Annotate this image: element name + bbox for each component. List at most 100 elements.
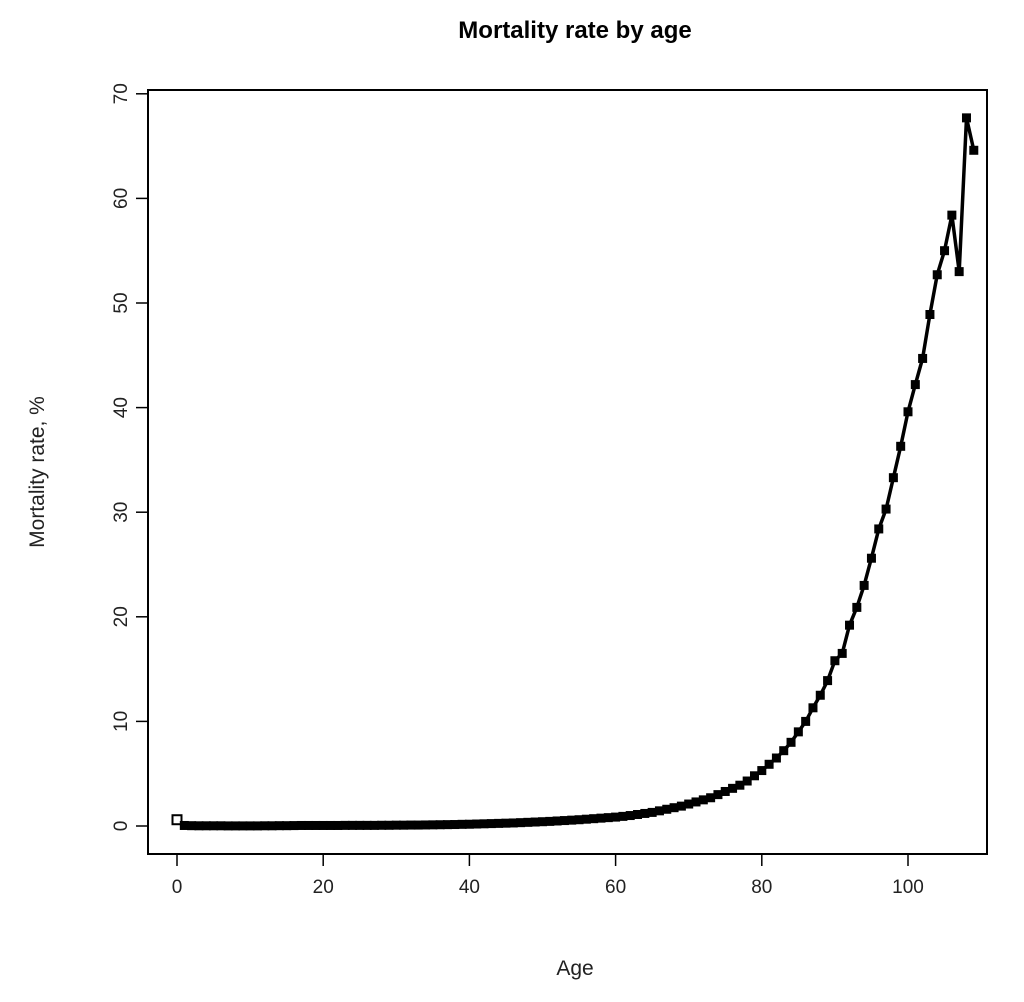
data-point bbox=[209, 821, 219, 831]
data-point bbox=[925, 310, 935, 320]
data-point bbox=[720, 786, 730, 796]
data-point bbox=[326, 820, 336, 830]
data-point bbox=[435, 820, 445, 830]
data-point bbox=[530, 817, 540, 827]
data-point bbox=[311, 820, 321, 830]
data-point bbox=[764, 759, 774, 769]
x-tick-label: 20 bbox=[313, 877, 334, 898]
data-point bbox=[369, 820, 379, 830]
data-point bbox=[852, 602, 862, 612]
data-point bbox=[603, 813, 613, 823]
data-point bbox=[845, 620, 855, 630]
data-point bbox=[596, 813, 606, 823]
data-point bbox=[187, 821, 197, 831]
data-point bbox=[479, 819, 489, 829]
data-point bbox=[333, 820, 343, 830]
data-point bbox=[574, 815, 584, 825]
data-point bbox=[866, 553, 876, 563]
data-point bbox=[377, 820, 387, 830]
data-point bbox=[223, 821, 233, 831]
data-point bbox=[779, 746, 789, 756]
data-point bbox=[406, 820, 416, 830]
data-point bbox=[523, 817, 533, 827]
data-point bbox=[413, 820, 423, 830]
data-point bbox=[282, 821, 292, 831]
data-point bbox=[618, 811, 628, 821]
data-point bbox=[194, 821, 204, 831]
data-point bbox=[691, 797, 701, 807]
data-point bbox=[289, 821, 299, 831]
data-point bbox=[494, 818, 504, 828]
data-point bbox=[457, 819, 467, 829]
data-point bbox=[749, 771, 759, 781]
data-point bbox=[362, 820, 372, 830]
data-point bbox=[267, 821, 277, 831]
data-point bbox=[230, 821, 240, 831]
data-point bbox=[654, 806, 664, 816]
chart-title: Mortality rate by age bbox=[458, 17, 691, 44]
data-point bbox=[516, 818, 526, 828]
data-point bbox=[706, 793, 716, 803]
data-point bbox=[640, 808, 650, 818]
data-point bbox=[428, 820, 438, 830]
data-point bbox=[399, 820, 409, 830]
data-point bbox=[837, 648, 847, 658]
y-tick-label: 10 bbox=[111, 711, 132, 732]
data-point bbox=[676, 801, 686, 811]
data-point bbox=[808, 703, 818, 713]
data-point bbox=[742, 776, 752, 786]
data-point bbox=[216, 821, 226, 831]
data-point bbox=[625, 811, 635, 821]
y-tick-label: 0 bbox=[111, 821, 132, 832]
data-point bbox=[647, 807, 657, 817]
data-point bbox=[486, 819, 496, 829]
data-point bbox=[340, 820, 350, 830]
data-point bbox=[318, 820, 328, 830]
data-point bbox=[552, 816, 562, 826]
plot-frame bbox=[147, 89, 988, 855]
x-tick-label: 60 bbox=[605, 877, 626, 898]
data-point bbox=[903, 407, 913, 417]
y-tick-label: 70 bbox=[111, 83, 132, 104]
data-point bbox=[947, 210, 957, 220]
x-tick-label: 100 bbox=[892, 877, 924, 898]
data-point bbox=[559, 816, 569, 826]
data-point bbox=[245, 821, 255, 831]
data-point bbox=[786, 737, 796, 747]
data-point bbox=[442, 820, 452, 830]
data-point bbox=[918, 353, 928, 363]
data-point bbox=[932, 270, 942, 280]
data-point bbox=[961, 113, 971, 123]
data-point bbox=[662, 804, 672, 814]
data-point bbox=[304, 820, 314, 830]
y-axis: 0 10 20 30 40 50 60 70 bbox=[111, 83, 148, 831]
data-point bbox=[567, 815, 577, 825]
data-point bbox=[881, 504, 891, 514]
data-point bbox=[874, 524, 884, 534]
data-point bbox=[347, 820, 357, 830]
data-point bbox=[969, 145, 979, 155]
series-layer bbox=[171, 113, 979, 831]
data-point bbox=[815, 690, 825, 700]
data-point bbox=[633, 809, 643, 819]
data-point bbox=[472, 819, 482, 829]
data-point bbox=[698, 795, 708, 805]
data-point bbox=[274, 821, 284, 831]
data-point bbox=[823, 676, 833, 686]
data-point bbox=[713, 790, 723, 800]
data-point bbox=[501, 818, 511, 828]
x-axis: 0 20 40 60 80 100 bbox=[172, 854, 924, 898]
data-point bbox=[771, 753, 781, 763]
y-tick-label: 50 bbox=[111, 292, 132, 313]
data-point bbox=[735, 780, 745, 790]
data-point bbox=[391, 820, 401, 830]
data-point bbox=[896, 441, 906, 451]
data-point bbox=[684, 799, 694, 809]
data-point bbox=[171, 814, 183, 826]
y-axis-label: Mortality rate, % bbox=[26, 396, 49, 548]
series-line bbox=[175, 116, 976, 828]
data-point bbox=[757, 766, 767, 776]
data-point bbox=[669, 803, 679, 813]
data-point bbox=[238, 821, 248, 831]
